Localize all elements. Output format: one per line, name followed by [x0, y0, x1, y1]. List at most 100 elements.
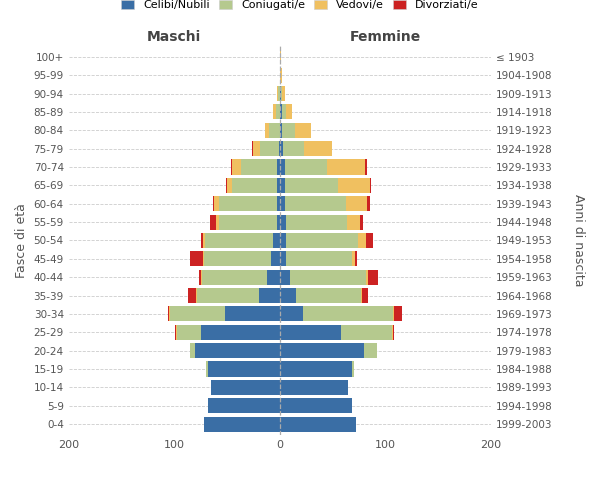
- Bar: [208, 362, 280, 376]
- Bar: [338, 178, 370, 193]
- Bar: [280, 123, 282, 138]
- Bar: [280, 160, 285, 174]
- Bar: [283, 141, 304, 156]
- Bar: [277, 86, 278, 101]
- Bar: [200, 270, 202, 284]
- Bar: [271, 252, 280, 266]
- Bar: [280, 362, 352, 376]
- Bar: [367, 196, 370, 212]
- Bar: [265, 123, 269, 138]
- Bar: [277, 160, 280, 174]
- Bar: [274, 233, 280, 248]
- Bar: [253, 141, 260, 156]
- Bar: [364, 343, 377, 358]
- Text: Femmine: Femmine: [350, 30, 421, 44]
- Bar: [203, 233, 205, 248]
- Bar: [227, 178, 232, 193]
- Y-axis label: Anni di nascita: Anni di nascita: [572, 194, 585, 286]
- Bar: [290, 270, 367, 284]
- Bar: [280, 196, 285, 212]
- Bar: [260, 141, 279, 156]
- Bar: [347, 214, 360, 230]
- Bar: [196, 288, 197, 303]
- Bar: [286, 252, 352, 266]
- Bar: [213, 196, 214, 212]
- Bar: [202, 270, 267, 284]
- Bar: [280, 252, 286, 266]
- Bar: [232, 160, 241, 174]
- Bar: [241, 160, 277, 174]
- Text: Maschi: Maschi: [147, 30, 202, 44]
- Bar: [393, 325, 394, 340]
- Bar: [394, 306, 402, 322]
- Bar: [328, 160, 365, 174]
- Bar: [368, 270, 378, 284]
- Bar: [214, 196, 218, 212]
- Bar: [168, 306, 169, 322]
- Legend: Celibi/Nubili, Coniugati/e, Vedovi/e, Divorziati/e: Celibi/Nubili, Coniugati/e, Vedovi/e, Di…: [117, 0, 483, 15]
- Bar: [176, 325, 178, 340]
- Bar: [361, 288, 362, 303]
- Bar: [217, 214, 218, 230]
- Bar: [280, 214, 286, 230]
- Bar: [360, 214, 363, 230]
- Bar: [280, 398, 352, 413]
- Bar: [286, 233, 358, 248]
- Bar: [370, 178, 371, 193]
- Bar: [274, 104, 275, 120]
- Bar: [225, 306, 280, 322]
- Bar: [355, 252, 357, 266]
- Bar: [358, 233, 367, 248]
- Bar: [226, 178, 227, 193]
- Bar: [352, 252, 355, 266]
- Y-axis label: Fasce di età: Fasce di età: [15, 203, 28, 278]
- Bar: [280, 288, 296, 303]
- Bar: [204, 252, 271, 266]
- Bar: [393, 306, 394, 322]
- Bar: [303, 306, 393, 322]
- Bar: [281, 86, 282, 101]
- Bar: [280, 104, 282, 120]
- Bar: [175, 325, 176, 340]
- Bar: [218, 196, 277, 212]
- Bar: [178, 325, 200, 340]
- Bar: [296, 288, 361, 303]
- Bar: [278, 86, 280, 101]
- Bar: [231, 160, 232, 174]
- Bar: [280, 343, 364, 358]
- Bar: [282, 123, 295, 138]
- Bar: [346, 196, 367, 212]
- Bar: [208, 398, 280, 413]
- Bar: [275, 104, 280, 120]
- Bar: [232, 178, 277, 193]
- Bar: [218, 214, 277, 230]
- Bar: [206, 362, 208, 376]
- Bar: [190, 252, 203, 266]
- Bar: [280, 380, 349, 395]
- Bar: [279, 141, 280, 156]
- Bar: [280, 141, 283, 156]
- Bar: [259, 288, 280, 303]
- Bar: [188, 288, 196, 303]
- Bar: [367, 233, 373, 248]
- Bar: [295, 123, 311, 138]
- Bar: [282, 104, 286, 120]
- Bar: [190, 343, 196, 358]
- Bar: [392, 325, 393, 340]
- Bar: [203, 252, 204, 266]
- Bar: [352, 362, 354, 376]
- Bar: [280, 68, 282, 82]
- Bar: [280, 416, 356, 432]
- Bar: [285, 160, 328, 174]
- Bar: [210, 214, 217, 230]
- Bar: [277, 178, 280, 193]
- Bar: [341, 325, 392, 340]
- Bar: [269, 123, 280, 138]
- Bar: [280, 270, 290, 284]
- Bar: [286, 214, 347, 230]
- Bar: [280, 325, 341, 340]
- Bar: [367, 270, 368, 284]
- Bar: [280, 86, 281, 101]
- Bar: [285, 196, 346, 212]
- Bar: [304, 141, 332, 156]
